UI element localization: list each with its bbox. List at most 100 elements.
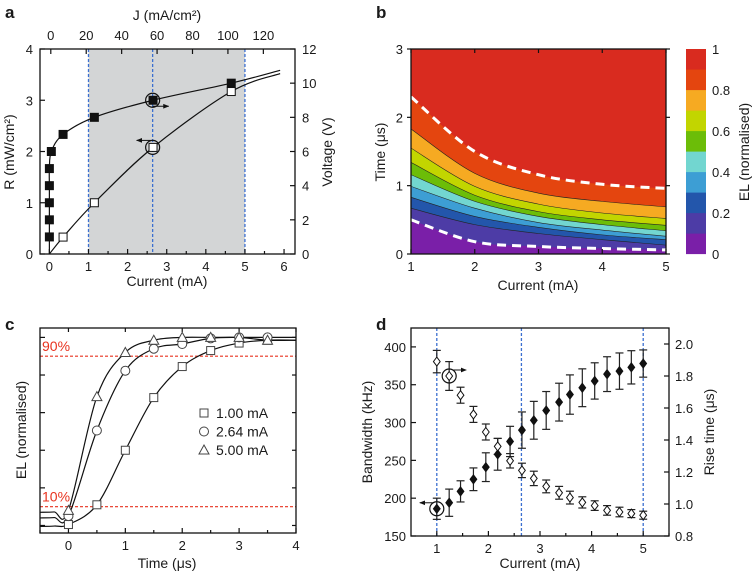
contour-line: [411, 128, 666, 208]
y-tick-label: 2: [396, 110, 403, 125]
voltage-point: [44, 164, 54, 174]
triangle-marker: [62, 504, 75, 515]
panel-a: 0 1 2 3 4 5 60 20 40 60 80 100 12001234024681012Curr…: [1, 7, 335, 289]
contour-band: [411, 49, 666, 189]
panel-c: 90% 10% 0 1 2 3 4 Time (μs) EL (normalised) 1.00 …: [13, 327, 300, 571]
open-diamond-marker: [615, 506, 624, 518]
top-tick-label: 60: [150, 28, 164, 43]
filled-diamond-marker: [627, 361, 636, 373]
radiance-point: [58, 232, 68, 242]
triangle-marker: [233, 331, 245, 342]
radiance-point: [148, 142, 158, 152]
triangle-marker: [119, 346, 132, 357]
circle-marker: [148, 343, 159, 354]
triangle-marker: [204, 331, 217, 342]
y-left-tick-label: 350: [384, 378, 406, 393]
y-left-tick-label: 250: [384, 453, 406, 468]
panel-label-a: a: [5, 3, 15, 22]
open-diamond-marker: [481, 426, 490, 438]
y-right-axis-label: Rise time (μs): [701, 389, 717, 476]
y-left-tick-label: 0: [26, 247, 33, 262]
y-tick-label: 3: [396, 42, 403, 57]
y-left-axis-label: Bandwidth (kHz): [359, 381, 375, 484]
x-tick-label: 2: [179, 538, 186, 553]
y-right-tick-label: 6: [302, 145, 309, 160]
filled-diamond-marker: [555, 396, 564, 408]
open-diamond-marker: [529, 473, 538, 484]
colorbar-band: [686, 192, 706, 214]
colorbar-band: [686, 110, 706, 132]
colorbar-tick-label: 0: [712, 247, 719, 262]
voltage-point: [44, 181, 54, 191]
y-left-tick-label: 200: [384, 491, 406, 506]
filled-diamond-marker: [590, 375, 599, 387]
contour-line: [411, 162, 666, 226]
x-axis-label: Current (mA): [127, 273, 208, 289]
colorbar-band: [686, 213, 706, 234]
highlight-circle: [441, 368, 457, 384]
voltage-point: [58, 129, 68, 139]
colorbar-band: [686, 233, 706, 255]
y-right-tick-label: 0: [302, 247, 309, 262]
filled-diamond-marker: [565, 389, 574, 400]
dashed-contour-line: [411, 218, 666, 252]
colorbar-tick-label: 0.8: [712, 83, 730, 98]
legend-label: 2.64 mA: [216, 424, 269, 440]
filled-diamond-marker: [615, 365, 624, 377]
colorbar-label: EL (normalised): [736, 103, 752, 201]
open-diamond-marker: [555, 487, 564, 499]
open-diamond-marker: [590, 500, 599, 511]
threshold-label: 10%: [42, 489, 70, 505]
x-tick-label: 5: [241, 259, 248, 274]
x-tick-label: 0: [46, 259, 53, 274]
colorbar-tick-label: 0.4: [712, 165, 730, 180]
filled-diamond-marker: [578, 382, 587, 394]
filled-diamond-marker: [639, 358, 648, 369]
radiance-point: [89, 198, 99, 208]
x-tick-label: 4: [292, 538, 299, 553]
legend-circle-icon: [199, 426, 209, 437]
top-tick-label: 40: [114, 28, 128, 43]
open-diamond-marker: [517, 465, 526, 476]
x-tick-label: 2: [485, 541, 492, 556]
filled-diamond-marker: [542, 405, 551, 416]
legend-label: 1.00 mA: [216, 405, 269, 421]
x-tick-label: 4: [588, 541, 595, 556]
y-axis-label: EL (normalised): [13, 381, 29, 479]
square-marker: [92, 500, 102, 510]
y-right-tick-label: 12: [302, 42, 316, 57]
x-tick-label: 1: [433, 541, 440, 556]
y-left-tick-label: 4: [26, 42, 33, 57]
square-marker: [63, 520, 73, 530]
panel-label-b: b: [376, 3, 386, 22]
open-diamond-marker: [456, 389, 465, 401]
triangle-marker: [176, 331, 189, 342]
dashed-contour-line: [411, 95, 666, 190]
highlight-circle: [145, 92, 161, 108]
x-tick-label: 3: [235, 538, 242, 553]
y-right-tick-label: 1.6: [675, 401, 693, 416]
panel-d: 1 2 3 4 5 150 200 250 300 350 400 0.8 1.0 1.2 1.4 1.6 1.…: [359, 327, 717, 571]
voltage-point: [44, 215, 54, 225]
open-diamond-marker: [639, 509, 648, 521]
open-diamond-marker: [432, 356, 441, 367]
open-diamond-marker: [542, 481, 551, 492]
triangle-marker: [91, 390, 103, 402]
filled-diamond-marker: [529, 414, 538, 426]
x-tick-label: 4: [599, 259, 606, 274]
voltage-point: [46, 147, 56, 156]
x-tick-label: 1: [407, 259, 414, 274]
panel-label-d: d: [376, 315, 386, 334]
circle-marker: [120, 365, 131, 376]
y-right-tick-label: 1.0: [675, 497, 693, 512]
top-tick-label: 120: [252, 28, 274, 43]
y-right-tick-label: 1.8: [675, 369, 693, 384]
open-diamond-marker: [469, 409, 478, 420]
radiance-point: [226, 87, 236, 97]
square-marker: [206, 346, 216, 356]
colorbar-band: [686, 151, 706, 173]
colorbar-band: [686, 131, 706, 152]
highlight-circle: [145, 139, 161, 155]
x-tick-label: 6: [280, 259, 287, 274]
y-right-tick-label: 10: [302, 76, 316, 91]
